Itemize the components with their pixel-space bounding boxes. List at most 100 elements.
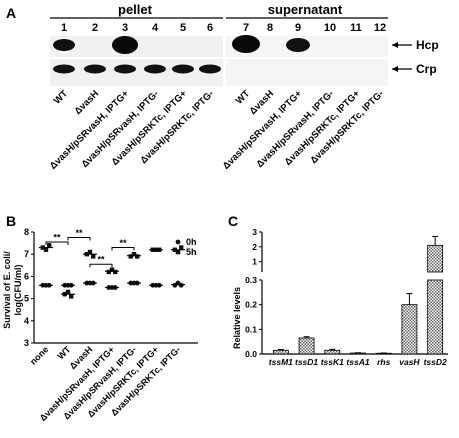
sample-label: WT (52, 88, 70, 106)
lane-number: 9 (295, 22, 301, 34)
crp-band (199, 64, 221, 74)
panel-b-sig-label: ** (75, 228, 83, 238)
panel-b-point-5h (135, 254, 140, 259)
panel-c-bar (324, 349, 341, 355)
panel-b-sig-label: ** (97, 255, 105, 265)
panel-c-ytick-label: 3 (252, 227, 257, 237)
panel-c-plot: 3 2 1 0.3 0.2 0.1 0.0 tssM1 tssD1 tssK1 tssA1 rhs va… (245, 227, 448, 367)
panel-c-ytick-label: 1 (252, 257, 257, 267)
hcp-label: Hcp (416, 38, 439, 52)
lane-number: 12 (374, 22, 386, 34)
panel-c-bar (401, 304, 418, 355)
crp-band (172, 64, 194, 74)
panel-b-point-5h (47, 243, 52, 248)
panel-c-category-label: tssD2 (424, 357, 447, 367)
lane-number: 8 (267, 22, 273, 34)
hcp-arrowhead (392, 42, 398, 48)
panel-b-sig-label: ** (53, 232, 61, 242)
crp-arrowhead (392, 66, 398, 72)
panel-b-ytick-label: 7 (24, 249, 29, 259)
panel-b-ytick-label: 6 (24, 271, 29, 281)
panel-b-ytick-label: 4 (24, 316, 29, 326)
hcp-band-lane1 (53, 39, 75, 51)
crp-band (84, 64, 106, 74)
panel-c-letter: C (228, 213, 238, 229)
lane-number: 10 (324, 22, 336, 34)
panel-b-sig-bracket (67, 237, 91, 241)
panel-b-ytick-label: 3 (24, 338, 29, 348)
panel-b-legend-marker-5h (175, 249, 181, 255)
sample-label: WT (234, 88, 252, 106)
panel-c-bar (427, 279, 444, 355)
panel-b-sig-bracket (45, 241, 69, 245)
panel-b-sig-label: ** (119, 238, 127, 248)
panel-b-legend-5h: 5h (186, 247, 197, 257)
panel-b-legend-0h: 0h (186, 237, 197, 247)
lane-number: 3 (122, 22, 128, 34)
panel-b-category-label: WT (55, 344, 72, 361)
pellet-header: pellet (118, 2, 153, 17)
panel-c-category-label: rhs (377, 357, 391, 367)
supernatant-header: supernatant (268, 2, 343, 17)
lane-number: 11 (350, 22, 362, 34)
panel-c-ytick-label: 0.1 (245, 324, 257, 334)
crp-bands (53, 64, 221, 74)
panel-c-bar (272, 349, 289, 355)
panel-b-ytick-label: 8 (24, 227, 29, 237)
panel-c-category-label: tssK1 (321, 357, 344, 367)
panel-b-point-5h (179, 245, 184, 250)
panel-b-point-5h (69, 294, 74, 299)
panel-b-point-0h (178, 282, 184, 288)
panel-b-point-5h (106, 269, 111, 275)
panel-a: A pellet supernatant 1 2 3 4 5 6 7 8 9 10 11 12 Hcp… (6, 2, 439, 172)
panel-c-ytick-label: 0.0 (245, 349, 257, 359)
lane-number: 4 (152, 22, 159, 34)
lane-number: 7 (243, 22, 249, 34)
hcp-band-lane9 (286, 38, 310, 52)
panel-c-category-label: tssA1 (346, 357, 369, 367)
panel-b-sig-bracket (111, 247, 135, 251)
panel-c-ytick-label: 0.3 (245, 275, 257, 285)
panel-c-ytick-label: 0.2 (245, 300, 257, 310)
panel-b-point-5h (65, 289, 71, 295)
panel-c-category-label: tssD1 (295, 357, 318, 367)
panel-b-point-5h (113, 269, 118, 275)
panel-b-legend-marker-0h (175, 239, 181, 245)
panel-b-ylabel-1: Survival of E. coli/ (2, 251, 12, 329)
lane-numbers: 1 2 3 4 5 6 7 8 9 10 11 12 (61, 22, 386, 34)
panel-c-category-label: vasH (399, 357, 420, 367)
panel-b-point-5h (109, 267, 115, 272)
panel-c-bar-upper (427, 244, 444, 273)
panel-b-ytick-label: 5 (24, 294, 29, 304)
hcp-band-lane7 (232, 35, 260, 53)
panel-c-category-label: tssM1 (269, 357, 293, 367)
panel-b-point-5h (43, 247, 49, 252)
panel-b-point-5h (91, 254, 96, 259)
crp-band (114, 64, 136, 74)
panel-c-ylabel: Relative levels (232, 287, 242, 349)
hcp-band-lane3 (112, 36, 138, 54)
crp-label: Crp (416, 62, 437, 76)
panel-c-bar (298, 337, 315, 355)
panel-b-letter: B (6, 213, 16, 229)
sample-label: ΔvasH (72, 88, 101, 117)
panel-a-letter: A (6, 5, 16, 21)
lane-number: 2 (92, 22, 98, 34)
lane-number: 5 (180, 22, 186, 34)
lane-number: 6 (207, 22, 213, 34)
crp-band (144, 64, 166, 74)
panel-b-sig-bracket (89, 263, 113, 268)
panel-b-point-5h (128, 254, 133, 259)
panel-b: B Survival of E. coli/ log(CFU/ml) 8 7 6 5 4… (2, 213, 198, 423)
panel-c-ytick-label: 2 (252, 242, 257, 252)
crp-band (53, 64, 75, 74)
panel-b-ylabel-2: log(CFU/ml) (13, 265, 23, 316)
panel-b-category-label: none (28, 344, 50, 366)
lane-number: 1 (61, 22, 67, 34)
panel-b-point-5h (131, 252, 137, 257)
panel-b-point-5h (87, 249, 93, 255)
